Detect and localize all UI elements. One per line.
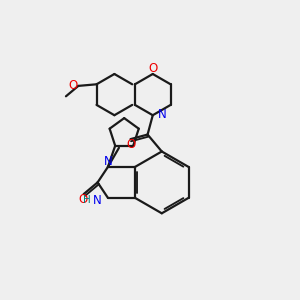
Text: N: N	[103, 155, 112, 168]
Text: N: N	[93, 194, 101, 207]
Text: O: O	[127, 138, 136, 151]
Text: O: O	[68, 79, 78, 92]
Text: O: O	[148, 62, 158, 75]
Text: O: O	[78, 193, 88, 206]
Text: H: H	[83, 195, 91, 205]
Text: N: N	[158, 108, 167, 121]
